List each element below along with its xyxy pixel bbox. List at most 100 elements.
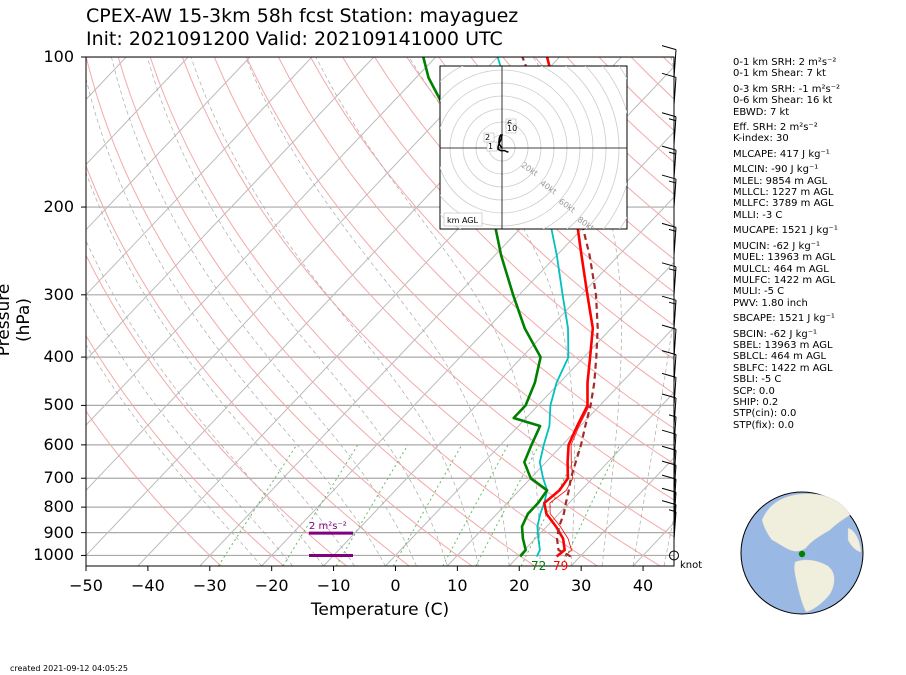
dry-adiabat bbox=[374, 57, 674, 360]
mixing-ratio-line bbox=[561, 444, 621, 566]
parcel-line bbox=[521, 57, 599, 558]
sounding-indices-panel: 0-1 km SRH: 2 m²s⁻² 0-1 km Shear: 7 kt 0-3… bbox=[733, 57, 840, 431]
wind-barb-calm bbox=[669, 550, 679, 561]
y-tick-label: 500 bbox=[43, 395, 74, 415]
moist-adiabat bbox=[190, 57, 479, 566]
x-tick-label: 20 bbox=[509, 576, 530, 595]
moist-adiabat bbox=[86, 76, 386, 566]
y-tick-label: 300 bbox=[43, 284, 74, 304]
index-line: MLCAPE: 417 J kg⁻¹ bbox=[733, 148, 830, 160]
y-tick-label: 100 bbox=[43, 47, 74, 66]
dry-adiabat bbox=[277, 57, 674, 465]
index-line: SBEL: 13963 m AGL bbox=[733, 339, 833, 351]
index-line: 0-6 km Shear: 16 kt bbox=[733, 95, 833, 107]
index-line: SBLCL: 464 m AGL bbox=[733, 351, 827, 363]
wind-barb bbox=[661, 460, 677, 494]
hodograph-height-label: 6 bbox=[507, 119, 512, 128]
dry-adiabat bbox=[181, 57, 661, 566]
hodograph-trace bbox=[497, 134, 509, 153]
index-line: 0-3 km SRH: -1 m²s⁻² bbox=[733, 83, 840, 95]
index-line: MLCIN: -90 J kg⁻¹ bbox=[733, 164, 819, 176]
moist-adiabat bbox=[532, 57, 622, 566]
y-tick-label: 1000 bbox=[33, 545, 74, 565]
mixing-ratio-line bbox=[475, 444, 540, 566]
index-line: SBLI: -5 C bbox=[733, 374, 782, 386]
y-tick-label: 600 bbox=[43, 434, 74, 454]
dry-adiabat bbox=[245, 57, 674, 501]
x-axis-label: Temperature (C) bbox=[310, 600, 450, 620]
moist-adiabat bbox=[408, 57, 576, 566]
index-line: SCP: 0.0 bbox=[733, 385, 775, 397]
temperature-line bbox=[542, 57, 595, 558]
dry-adiabat bbox=[86, 410, 222, 566]
dry-adiabat bbox=[438, 57, 674, 293]
isotherm bbox=[508, 391, 674, 566]
index-line: MLLI: -3 C bbox=[733, 209, 783, 221]
mixing-ratio-line bbox=[442, 444, 509, 566]
wind-barb bbox=[661, 445, 677, 479]
virtual-temperature-line bbox=[549, 405, 590, 557]
x-tick-label: −10 bbox=[316, 576, 351, 595]
x-tick-label: −20 bbox=[254, 576, 289, 595]
hodograph-height-label: 2 bbox=[485, 133, 490, 142]
wind-barb bbox=[661, 295, 677, 329]
y-tick-label: 800 bbox=[43, 497, 74, 517]
index-line: MULI: -5 C bbox=[733, 286, 785, 298]
moist-adiabat bbox=[245, 57, 510, 566]
isotherm bbox=[385, 261, 674, 566]
wind-barb bbox=[661, 393, 677, 427]
x-tick-label: −40 bbox=[131, 576, 165, 595]
index-line: 0-1 km Shear: 7 kt bbox=[733, 68, 826, 80]
index-line: SBLFC: 1422 m AGL bbox=[733, 362, 833, 374]
dry-adiabat bbox=[310, 57, 674, 430]
index-line: MULCL: 464 m AGL bbox=[733, 263, 829, 275]
isotherm bbox=[570, 456, 674, 566]
mixing-ratio-line bbox=[520, 444, 582, 566]
y-tick-label: 900 bbox=[43, 522, 74, 542]
wind-barb bbox=[661, 350, 677, 383]
index-line: SBCIN: -62 J kg⁻¹ bbox=[733, 328, 818, 340]
index-line: SBCAPE: 1521 J kg⁻¹ bbox=[733, 313, 835, 325]
south-america-land bbox=[794, 559, 835, 613]
isotherm bbox=[446, 326, 674, 566]
wind-barb bbox=[661, 262, 677, 295]
wind-barb bbox=[661, 429, 677, 463]
index-line: Eff. SRH: 2 m²s⁻² bbox=[733, 122, 818, 134]
y-tick-label: 700 bbox=[43, 468, 74, 488]
moist-adiabat bbox=[86, 171, 355, 566]
x-tick-label: −30 bbox=[192, 576, 227, 595]
moist-adiabat bbox=[315, 57, 541, 566]
index-line: K-index: 30 bbox=[733, 133, 789, 145]
station-marker bbox=[798, 550, 806, 558]
x-tick-label: 30 bbox=[570, 576, 592, 595]
dry-adiabat bbox=[406, 57, 674, 327]
hodograph-height-label: 10 bbox=[507, 124, 517, 133]
x-tick-label: 10 bbox=[447, 576, 468, 595]
dry-adiabat bbox=[86, 57, 473, 566]
surface-dewpoint-label: 72 bbox=[531, 559, 546, 573]
isotherm bbox=[261, 131, 674, 566]
wind-barb bbox=[661, 372, 677, 406]
dry-adiabat bbox=[86, 254, 347, 566]
wind-barb bbox=[661, 500, 677, 533]
hodograph-height-label: 1 bbox=[488, 142, 493, 151]
wind-barb bbox=[661, 324, 677, 358]
x-tick-label: −50 bbox=[69, 576, 103, 595]
isotherm bbox=[86, 57, 251, 231]
x-tick-label: 0 bbox=[390, 576, 401, 595]
moist-adiabat bbox=[663, 515, 674, 566]
plot-frame bbox=[85, 56, 675, 567]
moist-adiabat bbox=[111, 57, 417, 566]
index-line: MLLFC: 3789 m AGL bbox=[733, 198, 834, 210]
wind-barb bbox=[661, 45, 677, 78]
wind-barb bbox=[661, 474, 677, 508]
moist-adiabat bbox=[632, 57, 674, 566]
chart-subtitle: Init: 2021091200 Valid: 202109141000 UTC bbox=[86, 28, 503, 50]
created-timestamp: created 2021-09-12 04:05:25 bbox=[10, 664, 128, 673]
index-line: STP(cin): 0.0 bbox=[733, 408, 797, 420]
isotherm bbox=[86, 57, 313, 296]
isotherm bbox=[86, 57, 189, 166]
moist-adiabat bbox=[86, 239, 324, 566]
